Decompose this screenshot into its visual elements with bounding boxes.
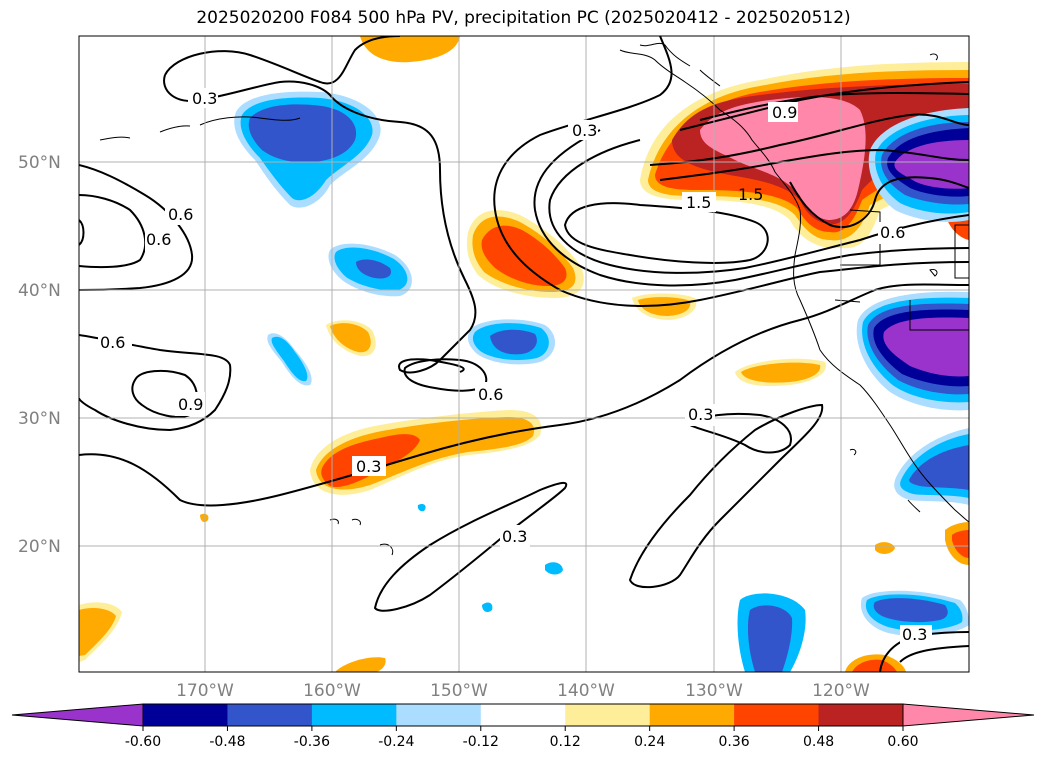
gridlines: [79, 36, 969, 672]
map-frame: [78, 35, 970, 673]
colorbar-swatch: [143, 704, 228, 726]
lat-label: 20°N: [18, 537, 61, 557]
colorbar-swatch: [818, 704, 904, 726]
contour-west-0.6: [79, 164, 194, 291]
contour-label: 0.6: [100, 333, 125, 352]
pv-contours: [79, 36, 969, 672]
contour-label: 0.3: [502, 527, 527, 546]
lon-label: 120°W: [812, 681, 870, 701]
colorbar-swatch: [311, 704, 397, 726]
colorbar-swatch: [565, 704, 651, 726]
contour-north-west: [164, 36, 401, 85]
contour-labels: 0.3 0.3 0.9 1.5 1.5 0.6 0.6 0.6 0.9 0.6 …: [98, 88, 932, 645]
colorbar-tick-label: 0.36: [719, 734, 750, 750]
lon-label: 170°W: [176, 681, 234, 701]
lon-label: 140°W: [557, 681, 615, 701]
contour-label: 0.6: [168, 205, 193, 224]
contour-label: 1.5: [738, 185, 763, 204]
colorbar-tick-label: 0.60: [887, 734, 918, 750]
colorbar-tick-label: -0.12: [463, 734, 499, 750]
colorbar-extend-min: [11, 703, 144, 727]
contour-label: 0.3: [356, 457, 381, 476]
colorbar-tick-label: 0.24: [634, 734, 665, 750]
colorbar-tick-label: -0.60: [125, 734, 161, 750]
colorbar-tick-label: 0.48: [803, 734, 834, 750]
colorbar-tick-label: -0.48: [209, 734, 245, 750]
colorbar-swatch: [734, 704, 820, 726]
longitude-labels: 170°W 160°W 150°W 140°W 130°W 120°W: [176, 681, 870, 701]
colorbar-extend-max: [902, 703, 1035, 727]
contour-inner-loop: [563, 202, 769, 264]
map-title: 2025020200 F084 500 hPa PV, precipitatio…: [196, 8, 851, 28]
contour-label: 0.3: [572, 121, 597, 140]
colorbar-outline: [142, 703, 904, 727]
colorbar-swatch: [227, 704, 313, 726]
colorbar: -0.60 -0.48 -0.36 -0.24 -0.12 0.12 0.24 0.36 0.4…: [11, 703, 1035, 750]
contour-label: 0.6: [146, 230, 171, 249]
lon-label: 160°W: [303, 681, 361, 701]
contour-label: 0.3: [688, 405, 713, 424]
precip-negative-areas: [234, 91, 969, 672]
lat-label: 50°N: [18, 153, 61, 173]
latitude-labels: 50°N 40°N 30°N 20°N: [18, 153, 61, 557]
colorbar-tick-label: -0.24: [378, 734, 414, 750]
colorbar-tick-label: 0.12: [550, 734, 581, 750]
lat-label: 40°N: [18, 281, 61, 301]
colorbar-swatch: [649, 704, 735, 726]
colorbar-tick-label: -0.36: [294, 734, 330, 750]
lat-label: 30°N: [18, 409, 61, 429]
contour-east-0.3: [373, 482, 568, 612]
lon-label: 150°W: [430, 681, 488, 701]
contour-label: 1.5: [686, 193, 711, 212]
precip-positive-areas: [79, 36, 969, 672]
contour-label: 0.3: [192, 89, 217, 108]
contour-label: 0.6: [478, 385, 503, 404]
contour-label: 0.6: [880, 223, 905, 242]
contour-label: 0.3: [902, 625, 927, 644]
colorbar-swatch: [396, 704, 482, 726]
map-plot-area: 0.3 0.3 0.9 1.5 1.5 0.6 0.6 0.6 0.9 0.6 …: [79, 36, 969, 672]
contour-label: 0.9: [772, 103, 797, 122]
lon-label: 130°W: [685, 681, 743, 701]
contour-label: 0.9: [178, 395, 203, 414]
coastlines: [99, 42, 969, 556]
colorbar-swatch: [480, 704, 566, 726]
